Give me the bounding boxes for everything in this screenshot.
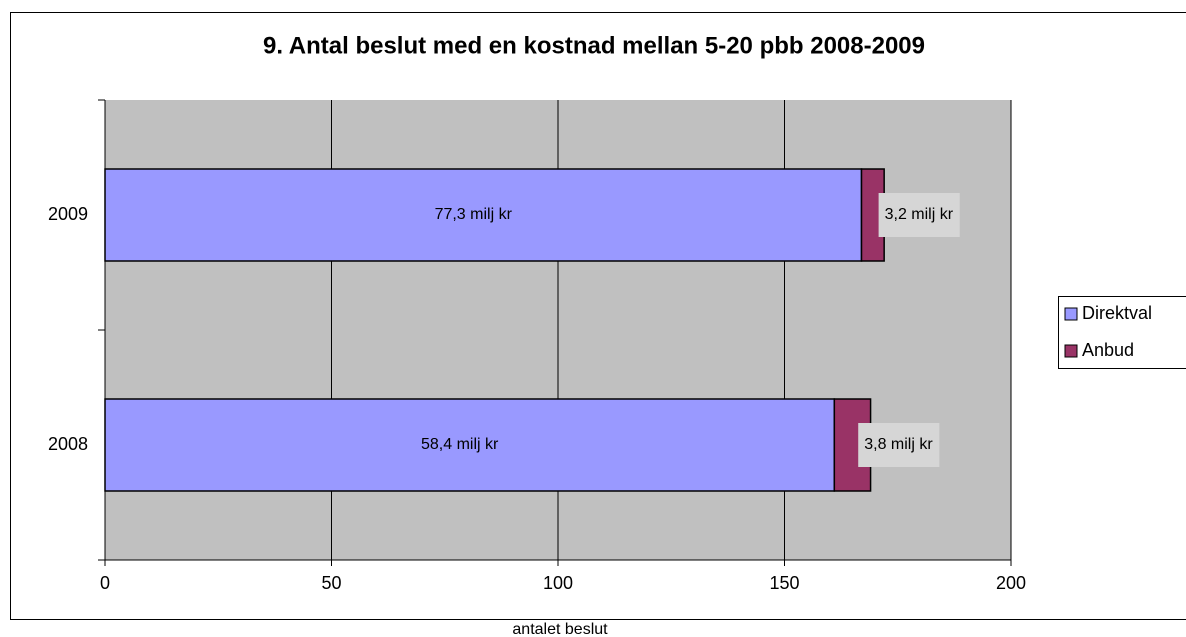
x-tick-label: 0 [100, 573, 110, 593]
bar-segment [104, 398, 836, 492]
x-tick-label: 100 [543, 573, 573, 593]
legend-box [1058, 296, 1186, 369]
legend-swatch [1064, 344, 1078, 358]
legend-label: Anbud [1082, 340, 1134, 360]
y-tick-label: 2009 [48, 204, 88, 224]
chart-title: 9. Antal beslut med en kostnad mellan 5-… [263, 32, 925, 59]
y-tick-label: 2008 [48, 434, 88, 454]
annotation-background [858, 423, 940, 467]
bar-segment [104, 168, 863, 262]
data-annotation: 58,4 milj kr [421, 436, 499, 453]
x-axis-label: antalet beslut [512, 621, 608, 637]
x-tick-label: 200 [996, 573, 1026, 593]
x-tick-label: 50 [321, 573, 341, 593]
legend-swatch [1064, 307, 1078, 321]
x-tick-label: 150 [769, 573, 799, 593]
annotation-background [878, 193, 960, 237]
data-annotation: 3,2 milj kr [885, 206, 954, 223]
legend-label: Direktval [1082, 303, 1152, 323]
data-annotation: 3,8 milj kr [864, 436, 933, 453]
data-annotation: 77,3 milj kr [435, 206, 513, 223]
